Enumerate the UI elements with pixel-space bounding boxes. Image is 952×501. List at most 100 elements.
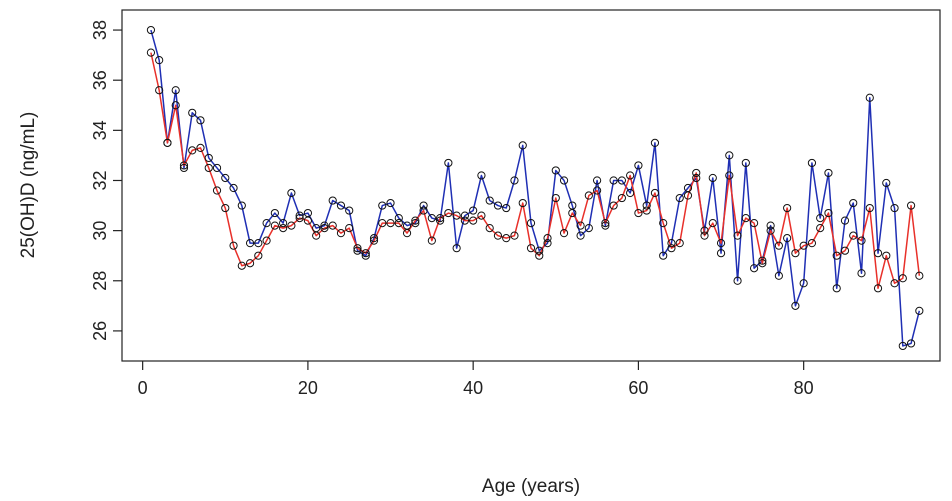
data-point-marker bbox=[469, 206, 478, 215]
data-point-marker bbox=[328, 221, 337, 230]
data-point-marker bbox=[650, 188, 660, 198]
data-point-marker bbox=[295, 211, 304, 220]
data-point-marker bbox=[799, 279, 808, 288]
data-point-marker bbox=[708, 219, 717, 228]
data-point-marker bbox=[427, 236, 436, 245]
data-point-marker bbox=[179, 163, 189, 173]
data-point-marker bbox=[733, 276, 742, 285]
data-point-marker bbox=[617, 176, 626, 185]
data-point-marker bbox=[601, 219, 610, 228]
data-point-marker bbox=[791, 249, 800, 258]
data-point-marker bbox=[493, 201, 503, 210]
data-point-marker bbox=[386, 219, 395, 228]
data-point-marker bbox=[378, 201, 387, 210]
series-line-1 bbox=[150, 29, 921, 347]
data-point-marker bbox=[452, 244, 461, 253]
data-point-marker bbox=[824, 208, 833, 218]
data-point-marker bbox=[692, 168, 701, 178]
data-point-marker bbox=[650, 138, 660, 147]
y-tick-label: 38 bbox=[90, 20, 110, 40]
data-point-marker bbox=[675, 239, 684, 248]
data-point-marker bbox=[626, 171, 635, 180]
data-point-marker bbox=[535, 251, 544, 260]
x-tick-label: 0 bbox=[138, 378, 148, 398]
data-point-marker bbox=[295, 213, 304, 223]
data-point-marker bbox=[725, 171, 734, 180]
data-point-marker bbox=[502, 234, 511, 243]
data-point-marker bbox=[254, 251, 263, 260]
data-point-marker bbox=[890, 279, 899, 288]
y-tick-label: 30 bbox=[90, 221, 110, 241]
data-point-marker bbox=[204, 163, 213, 173]
data-point-marker bbox=[584, 191, 593, 200]
data-point-marker bbox=[626, 188, 635, 198]
data-point-marker bbox=[749, 264, 759, 273]
data-point-marker bbox=[617, 193, 626, 203]
data-point-marker bbox=[237, 201, 246, 210]
x-tick-label: 60 bbox=[628, 378, 648, 398]
data-point-marker bbox=[419, 201, 428, 210]
data-point-marker bbox=[543, 239, 552, 248]
data-point-marker bbox=[245, 259, 255, 268]
data-point-marker bbox=[898, 341, 907, 351]
data-point-marker bbox=[634, 208, 643, 218]
data-point-marker bbox=[634, 161, 643, 170]
data-point-marker bbox=[502, 203, 511, 213]
data-point-marker bbox=[749, 219, 759, 228]
data-point-marker bbox=[436, 216, 445, 225]
series-layer bbox=[146, 25, 924, 351]
data-point-marker bbox=[824, 168, 833, 178]
data-point-marker bbox=[212, 186, 222, 195]
data-point-marker bbox=[378, 219, 387, 228]
data-point-marker bbox=[683, 191, 693, 200]
data-point-marker bbox=[642, 206, 651, 215]
data-point-marker bbox=[436, 213, 445, 223]
data-point-marker bbox=[452, 211, 461, 220]
data-point-marker bbox=[659, 251, 668, 260]
data-point-marker bbox=[469, 216, 478, 225]
data-point-marker bbox=[551, 166, 560, 175]
data-point-marker bbox=[601, 221, 610, 230]
data-point-marker bbox=[287, 188, 296, 198]
data-point-marker bbox=[526, 244, 536, 253]
data-point-marker bbox=[692, 173, 701, 183]
data-point-marker bbox=[849, 231, 858, 240]
data-point-marker bbox=[237, 261, 246, 270]
data-point-marker bbox=[551, 193, 560, 203]
data-point-marker bbox=[667, 239, 676, 248]
data-point-marker bbox=[584, 224, 593, 233]
data-point-marker bbox=[411, 216, 420, 225]
data-point-marker bbox=[204, 153, 213, 163]
data-point-marker bbox=[832, 284, 841, 293]
data-point-marker bbox=[642, 201, 651, 210]
data-point-marker bbox=[229, 183, 238, 193]
data-point-marker bbox=[353, 244, 362, 253]
x-tick-label: 40 bbox=[463, 378, 483, 398]
data-point-marker bbox=[593, 186, 602, 195]
data-point-marker bbox=[320, 221, 329, 230]
data-point-marker bbox=[270, 208, 279, 218]
data-point-marker bbox=[857, 236, 866, 245]
data-point-marker bbox=[345, 224, 354, 233]
data-point-marker bbox=[485, 224, 494, 233]
data-point-marker bbox=[171, 86, 180, 95]
data-point-marker bbox=[279, 219, 288, 228]
data-point-marker bbox=[361, 249, 370, 258]
data-point-marker bbox=[741, 158, 750, 168]
data-point-marker bbox=[444, 158, 453, 168]
data-point-marker bbox=[320, 224, 329, 233]
data-point-marker bbox=[915, 271, 924, 280]
data-point-marker bbox=[559, 229, 569, 238]
y-tick-label: 26 bbox=[90, 321, 110, 341]
data-point-marker bbox=[270, 221, 279, 230]
data-point-marker bbox=[783, 234, 792, 243]
data-point-marker bbox=[312, 231, 321, 240]
data-point-marker bbox=[262, 236, 271, 245]
data-point-marker bbox=[791, 301, 800, 310]
data-point-marker bbox=[766, 221, 775, 230]
data-point-marker bbox=[559, 176, 569, 185]
data-point-marker bbox=[163, 138, 172, 147]
data-point-marker bbox=[427, 213, 436, 223]
data-point-marker bbox=[816, 213, 825, 223]
